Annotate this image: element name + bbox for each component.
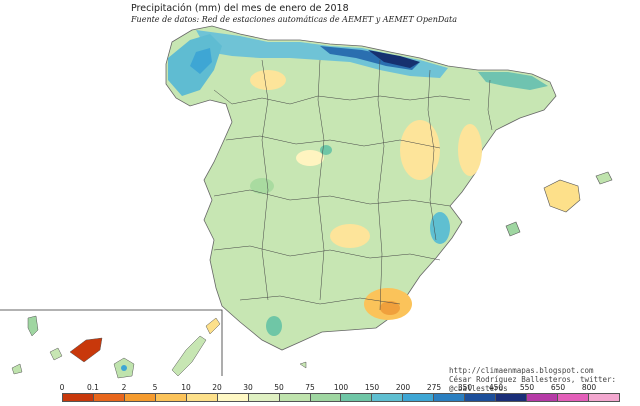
mallorca — [543, 179, 581, 213]
legend-tick-label: 75 — [305, 383, 315, 392]
map-subtitle: Fuente de datos: Red de estaciones autom… — [131, 15, 458, 24]
legend-swatch — [372, 394, 404, 401]
pyrenees-wet — [478, 72, 548, 90]
dry-patch-castilla — [330, 224, 370, 248]
legend-swatch — [217, 394, 249, 401]
wet-spot-valencia — [430, 212, 450, 244]
legend-tick-label: 550 — [519, 383, 535, 392]
legend-tick-label: 10 — [181, 383, 191, 392]
dry-patch-southeast-core — [380, 301, 400, 315]
la-gomera — [49, 347, 63, 361]
legend-swatch — [465, 394, 497, 401]
legend-swatch — [527, 394, 558, 401]
legend-swatch — [310, 394, 342, 401]
legend-tick-label: 150 — [364, 383, 380, 392]
wet-spot-cadiz — [266, 316, 282, 336]
legend-swatch — [155, 394, 187, 401]
legend-swatch — [93, 394, 125, 401]
inset-border — [0, 309, 223, 376]
legend-tick-label: 450 — [488, 383, 504, 392]
legend-swatch — [588, 394, 619, 401]
legend-tick-label: 0 — [59, 383, 65, 392]
north-coast-wet — [196, 30, 448, 78]
legend-swatch — [124, 394, 156, 401]
legend-tick-label: 800 — [581, 383, 597, 392]
el-hierro — [11, 363, 23, 375]
legend-swatch — [63, 394, 94, 401]
basque-extreme — [368, 50, 420, 68]
gran-canaria-wet — [121, 365, 127, 371]
legend-tick-label: 50 — [274, 383, 284, 392]
legend-tick-label: 2 — [121, 383, 127, 392]
legend-tick-label: 350 — [457, 383, 473, 392]
legend-tick-label: 30 — [243, 383, 253, 392]
dry-patch-center — [296, 150, 324, 166]
legend-tick-label: 650 — [550, 383, 566, 392]
legend: 0 0.1 2 5 10 20 30 50 75 100 150 200 275 350 450 550 650… — [0, 380, 640, 406]
dry-patch-valencia — [458, 124, 482, 176]
wet-spot-madrid — [320, 145, 332, 155]
ceuta — [299, 361, 307, 369]
tenerife — [69, 337, 103, 363]
legend-tick-label: 20 — [212, 383, 222, 392]
dry-patch-ebro — [400, 120, 440, 180]
galicia-inner — [190, 48, 212, 74]
legend-swatch — [341, 394, 373, 401]
canary-inset — [0, 309, 223, 379]
legend-swatch — [248, 394, 280, 401]
la-palma — [27, 315, 39, 337]
fuerteventura — [171, 335, 207, 377]
legend-swatch — [434, 394, 466, 401]
legend-tick-label: 0.1 — [87, 383, 99, 392]
legend-tick-label: 200 — [395, 383, 411, 392]
ibiza — [505, 221, 521, 237]
peninsula-landmass — [165, 25, 557, 351]
province-borders — [213, 59, 493, 311]
lanzarote — [205, 317, 221, 335]
blog-url: http://climaenmapas.blogspot.com — [449, 366, 594, 375]
author-credit: César Rodríguez Ballesteros, twitter: @c… — [449, 375, 617, 393]
legend-swatch — [558, 394, 589, 401]
legend-tick-label: 275 — [426, 383, 442, 392]
legend-swatch — [403, 394, 435, 401]
legend-swatch — [496, 394, 528, 401]
dry-patch-duero — [250, 70, 286, 90]
legend-swatch — [279, 394, 311, 401]
legend-tick-label: 5 — [152, 383, 158, 392]
map-title: Precipitación (mm) del mes de enero de 2… — [131, 3, 349, 14]
wet-spot-extremadura — [250, 178, 274, 194]
peninsula — [165, 25, 557, 351]
legend-color-bar — [62, 393, 620, 402]
precipitation-map — [0, 25, 613, 379]
legend-swatch — [186, 394, 218, 401]
balearic-islands — [505, 171, 613, 237]
legend-tick-label: 100 — [333, 383, 349, 392]
menorca — [595, 171, 613, 185]
